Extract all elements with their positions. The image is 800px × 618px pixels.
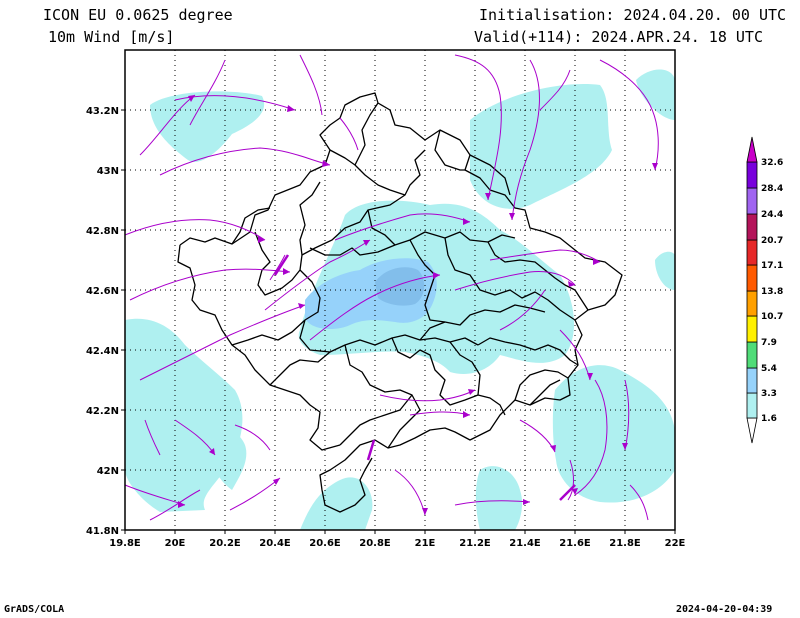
colorbar-label: 13.8 [761, 287, 783, 297]
colorbar-high-cap [746, 136, 758, 163]
colorbar-label: 10.7 [761, 312, 783, 322]
colorbar-segment [746, 264, 758, 292]
x-tick-label: 20.6E [309, 538, 341, 549]
x-tick-label: 21.4E [509, 538, 541, 549]
strong-wind-marks [273, 254, 576, 501]
colorbar-labels: 1.6 3.3 5.4 7.9 10.7 13.8 17.1 20.7 24.4… [761, 158, 783, 424]
x-tick-label: 20E [165, 538, 186, 549]
x-axis-labels: 19.8E 20E 20.2E 20.4E 20.6E 20.8E 21E 21… [109, 538, 685, 549]
initialisation-time: Initialisation: 2024.04.20. 00 UTC [479, 6, 787, 24]
colorbar-segment [746, 290, 758, 317]
colorbar-label: 24.4 [761, 210, 783, 220]
wind-streamlines [124, 54, 659, 521]
render-timestamp: 2024-04-20-04:39 [676, 604, 773, 615]
y-tick-label: 42N [97, 466, 119, 477]
colorbar-label: 5.4 [761, 364, 777, 374]
colorbar-label: 3.3 [761, 389, 777, 399]
colorbar-label: 17.1 [761, 261, 783, 271]
colorbar-segment [746, 187, 758, 215]
y-tick-label: 41.8N [86, 526, 119, 537]
colorbar-segment [746, 161, 758, 189]
colorbar-label: 7.9 [761, 338, 777, 348]
software-credit: GrADS/COLA [4, 604, 65, 615]
colorbar-low-cap [746, 417, 758, 444]
colorbar-label: 20.7 [761, 236, 783, 246]
colorbar-segment [746, 341, 758, 369]
y-tick-label: 42.8N [86, 226, 119, 237]
colorbar-segment [746, 315, 758, 343]
colorbar-segment [746, 367, 758, 394]
colorbar-label: 1.6 [761, 414, 777, 424]
x-tick-label: 21E [415, 538, 436, 549]
y-axis-labels: 41.8N 42N 42.2N 42.4N 42.6N 42.8N 43N 43… [86, 106, 119, 537]
x-tick-label: 20.8E [359, 538, 391, 549]
y-tick-label: 43N [97, 166, 119, 177]
streamline-arrowheads [178, 95, 658, 515]
colorbar-segment [746, 239, 758, 266]
colorbar-label: 28.4 [761, 184, 783, 194]
x-tick-label: 20.2E [209, 538, 241, 549]
admin-borders [177, 92, 623, 513]
axis-ticks [121, 109, 676, 534]
colorbar-label: 32.6 [761, 158, 783, 168]
x-tick-label: 21.2E [459, 538, 491, 549]
x-tick-label: 21.6E [559, 538, 591, 549]
y-tick-label: 42.2N [86, 406, 119, 417]
x-tick-label: 22E [665, 538, 686, 549]
valid-time: Valid(+114): 2024.APR.24. 18 UTC [474, 28, 763, 46]
wind-shading-strong [375, 267, 425, 306]
x-tick-label: 19.8E [109, 538, 141, 549]
y-tick-label: 42.6N [86, 286, 119, 297]
colorbar-segment [746, 213, 758, 241]
x-tick-label: 20.4E [259, 538, 291, 549]
colorbar [746, 136, 758, 444]
variable-title: 10m Wind [m/s] [48, 28, 175, 46]
y-tick-label: 42.4N [86, 346, 119, 357]
colorbar-segment [746, 392, 758, 419]
model-title: ICON EU 0.0625 degree [43, 6, 233, 24]
y-tick-label: 43.2N [86, 106, 119, 117]
x-tick-label: 21.8E [609, 538, 641, 549]
